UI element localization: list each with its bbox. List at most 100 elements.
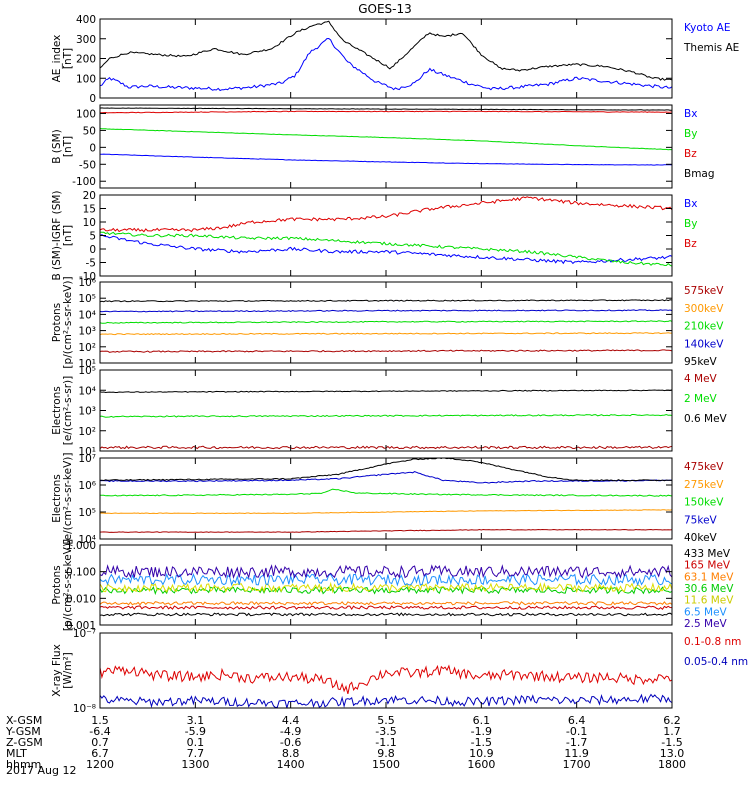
elec2-series-2-line bbox=[100, 488, 672, 497]
prot2-series-5-line bbox=[100, 572, 672, 587]
elec1-frame bbox=[99, 369, 673, 452]
bsm-ytick-label-1: -50 bbox=[79, 159, 96, 171]
bigrf-legend-0: Bx bbox=[684, 198, 697, 210]
prot2-legend-6: 2.5 MeV bbox=[684, 618, 728, 630]
xaxis-row-1-value-4: -1.9 bbox=[471, 725, 492, 738]
bigrf-ytick-label-4: 10 bbox=[83, 217, 96, 229]
elec2-series-3-line bbox=[100, 471, 672, 484]
xaxis-row-label-0: X-GSM bbox=[6, 714, 42, 727]
elec2-ytick-label-0: 10⁴ bbox=[78, 534, 96, 546]
prot2-legend-5: 6.5 MeV bbox=[684, 606, 728, 618]
ae-series-1-line bbox=[100, 20, 672, 81]
bigrf-ytick-label-6: 20 bbox=[83, 190, 96, 202]
prot2-legend-0: 433 MeV bbox=[684, 548, 731, 560]
prot2-ytick-label-2: 0.100 bbox=[66, 567, 96, 579]
xaxis-row-1-value-0: -6.4 bbox=[89, 725, 110, 738]
bsm-ytick-label-0: -100 bbox=[72, 176, 96, 188]
ae-panel: 0 100 200 300 400 AE_index [nT] Kyoto AE Themis … bbox=[51, 14, 739, 105]
prot-panel: 10¹ 10² 10³ 10⁴ 10⁵ 10⁶ Protons [p/(cm²-s-sr-ke… bbox=[51, 276, 724, 370]
elec2-legend-1: 275keV bbox=[684, 479, 724, 491]
elec2-ylabel-1: [e/(cm²-s-sr-keV)] bbox=[62, 453, 74, 545]
ae-ytick-label-2: 200 bbox=[76, 54, 96, 66]
xaxis-row-1-value-2: -4.9 bbox=[280, 725, 301, 738]
prot2-ylabel-0: Protons bbox=[51, 565, 63, 604]
date-label: 2017 Aug 12 bbox=[6, 764, 76, 777]
prot-ylabel-1: [p/(cm²-s-sr-keV)] bbox=[62, 276, 74, 368]
xaxis-row-3-value-2: 8.8 bbox=[282, 747, 300, 760]
prot-series-4-line bbox=[100, 299, 672, 303]
prot2-series-0-line bbox=[100, 612, 672, 617]
elec2-ylabel-0: Electrons bbox=[51, 474, 63, 523]
prot2-ytick-label-0: 0.001 bbox=[66, 620, 96, 632]
elec2-legend-4: 40keV bbox=[684, 532, 718, 544]
xray-ylabel-1: [W/m²] bbox=[62, 652, 74, 689]
prot2-series-2-line bbox=[100, 601, 672, 606]
xaxis-row-3-value-3: 9.8 bbox=[377, 747, 395, 760]
xaxis-row-label-2: Z-GSM bbox=[6, 736, 43, 749]
xaxis-row-2-value-3: -1.1 bbox=[375, 736, 396, 749]
elec2-ytick-label-3: 10⁷ bbox=[78, 453, 96, 465]
ae-ylabel-0: AE_index bbox=[51, 35, 63, 83]
xaxis-row-1-value-5: -0.1 bbox=[566, 725, 587, 738]
prot-ytick-label-1: 10² bbox=[78, 342, 96, 354]
elec1-ylabel-0: Electrons bbox=[51, 386, 63, 435]
xaxis-row-0-value-2: 4.4 bbox=[282, 714, 300, 727]
xaxis-row-label-1: Y-GSM bbox=[5, 725, 41, 738]
xaxis-row-4-value-0: 1200 bbox=[86, 758, 114, 771]
prot2-legend-3: 30.6 MeV bbox=[684, 583, 734, 595]
bigrf-ytick-label-2: 0 bbox=[89, 244, 96, 256]
elec1-legend-0: 4 MeV bbox=[684, 373, 718, 385]
prot-ytick-label-5: 10⁶ bbox=[78, 277, 96, 289]
bigrf-legend-1: By bbox=[684, 218, 697, 230]
prot2-legend-1: 165 MeV bbox=[684, 560, 731, 572]
xaxis-row-label-3: MLT bbox=[6, 747, 27, 760]
bigrf-ytick-label-3: 5 bbox=[89, 231, 96, 243]
elec1-legend-2: 0.6 MeV bbox=[684, 413, 728, 425]
ae-ytick-label-4: 400 bbox=[76, 14, 96, 26]
bsm-ytick-label-4: 100 bbox=[76, 108, 96, 120]
bsm-legend-1: By bbox=[684, 128, 697, 140]
xaxis-row-3-value-6: 13.0 bbox=[660, 747, 685, 760]
prot2-legend-2: 63.1 MeV bbox=[684, 571, 734, 583]
xaxis-row-2-value-0: 0.7 bbox=[91, 736, 109, 749]
elec2-ytick-label-2: 10⁶ bbox=[78, 480, 96, 492]
prot-series-1-line bbox=[100, 332, 672, 336]
xaxis-row-3-value-0: 6.7 bbox=[91, 747, 109, 760]
elec1-ylabel-1: [e/(cm²-s-sr)] bbox=[62, 376, 74, 445]
elec1-series-2-line bbox=[100, 389, 672, 394]
xaxis-row-0-value-6: 6.2 bbox=[663, 714, 681, 727]
elec1-ytick-label-3: 10⁴ bbox=[78, 385, 96, 397]
elec2-series-1-line bbox=[100, 509, 672, 515]
ae-series-0-line bbox=[100, 37, 672, 92]
prot2-ytick-label-1: 0.010 bbox=[66, 593, 96, 605]
xray-panel: 10⁻⁸ 10⁻⁷ X-ray Flux [W/m²] 0.1-0.8 nm 0.05-0… bbox=[51, 628, 748, 715]
xaxis-row-3-value-1: 7.7 bbox=[187, 747, 205, 760]
bigrf-series-1-line bbox=[100, 231, 672, 267]
xray-ytick-label-0: 10⁻⁸ bbox=[73, 703, 96, 715]
bigrf-series-0-line bbox=[100, 234, 672, 265]
bigrf-ytick-label-1: -5 bbox=[86, 258, 96, 270]
xaxis-row-3-value-4: 10.9 bbox=[469, 747, 494, 760]
prot-ytick-label-3: 10⁴ bbox=[78, 309, 96, 321]
bsm-series-0-line bbox=[100, 153, 672, 166]
bsm-series-1-line bbox=[100, 128, 672, 151]
ae-ytick-label-1: 100 bbox=[76, 73, 96, 85]
plot-title: GOES-13 bbox=[358, 2, 412, 16]
prot2-series-3-line bbox=[100, 585, 672, 596]
elec2-panel: 10⁴ 10⁵ 10⁶ 10⁷ Electrons [e/(cm²-s-sr-keV)] 4… bbox=[51, 453, 724, 546]
bsm-legend-0: Bx bbox=[684, 108, 697, 120]
prot-legend-3: 140keV bbox=[684, 338, 724, 350]
xaxis-row-0-value-1: 3.1 bbox=[187, 714, 205, 727]
prot2-series-1-line bbox=[100, 605, 672, 611]
xray-ytick-label-1: 10⁻⁷ bbox=[73, 628, 96, 640]
ae-ytick-label-0: 0 bbox=[89, 93, 96, 105]
bsm-ylabel-1: [nT] bbox=[62, 136, 74, 157]
elec1-ytick-label-4: 10⁵ bbox=[78, 365, 96, 377]
xaxis-row-2-value-6: -1.5 bbox=[661, 736, 682, 749]
bigrf-ylabel-1: [nT] bbox=[62, 225, 74, 246]
elec1-panel: 10¹ 10² 10³ 10⁴ 10⁵ Electrons [e/(cm²-s-sr)] 4 … bbox=[51, 365, 728, 458]
xaxis-row-0-value-0: 1.5 bbox=[91, 714, 109, 727]
xray-legend-1: 0.05-0.4 nm bbox=[684, 656, 748, 668]
